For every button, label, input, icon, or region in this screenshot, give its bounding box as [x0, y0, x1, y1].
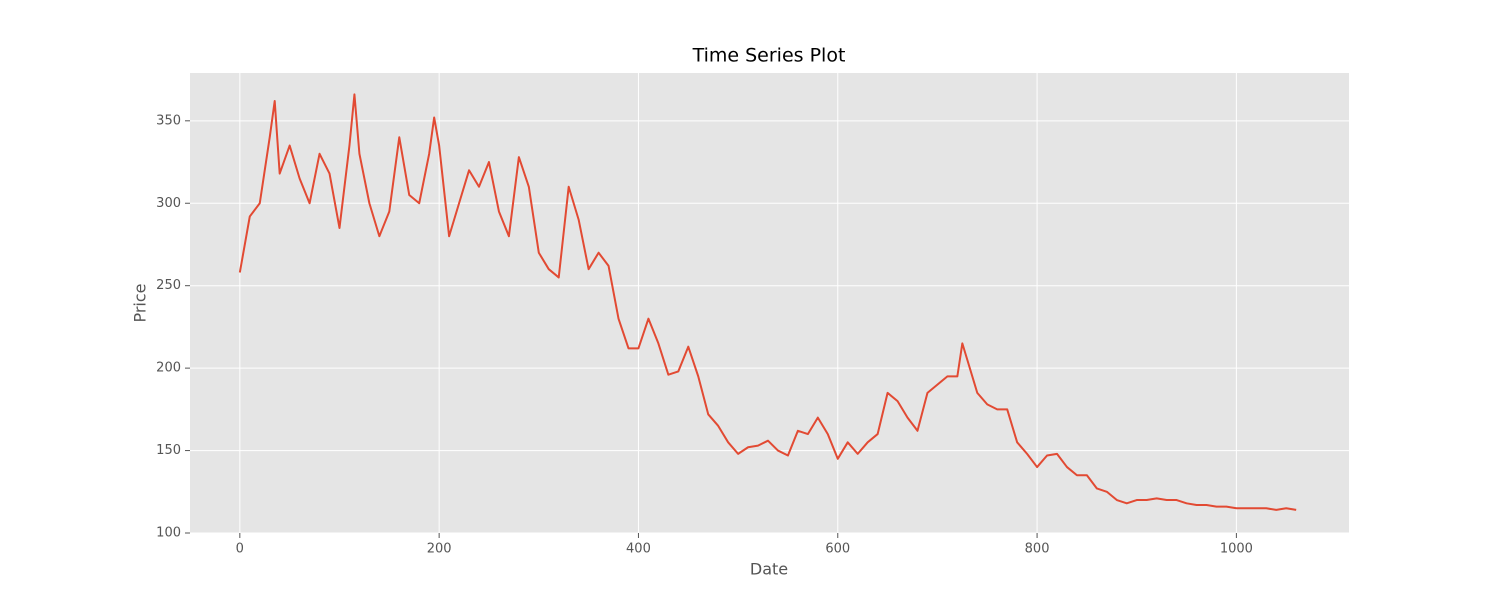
x-tick-label: 800	[1025, 542, 1050, 557]
y-tick-label: 150	[156, 443, 181, 458]
y-tick-label: 200	[156, 361, 181, 376]
x-tick-label: 0	[236, 542, 244, 557]
x-tick-label: 400	[626, 542, 651, 557]
y-axis-label: Price	[131, 283, 150, 322]
y-tick-label: 100	[156, 526, 181, 541]
chart-title: Time Series Plot	[692, 45, 846, 67]
y-tick-label: 300	[156, 196, 181, 211]
x-axis-label: Date	[750, 560, 788, 579]
plot-area	[190, 73, 1349, 533]
x-tick-label: 1000	[1220, 542, 1253, 557]
y-tick-label: 250	[156, 278, 181, 293]
x-tick-label: 200	[427, 542, 452, 557]
x-tick-label: 600	[825, 542, 850, 557]
y-tick-label: 350	[156, 113, 181, 128]
data-line	[238, 93, 1297, 511]
